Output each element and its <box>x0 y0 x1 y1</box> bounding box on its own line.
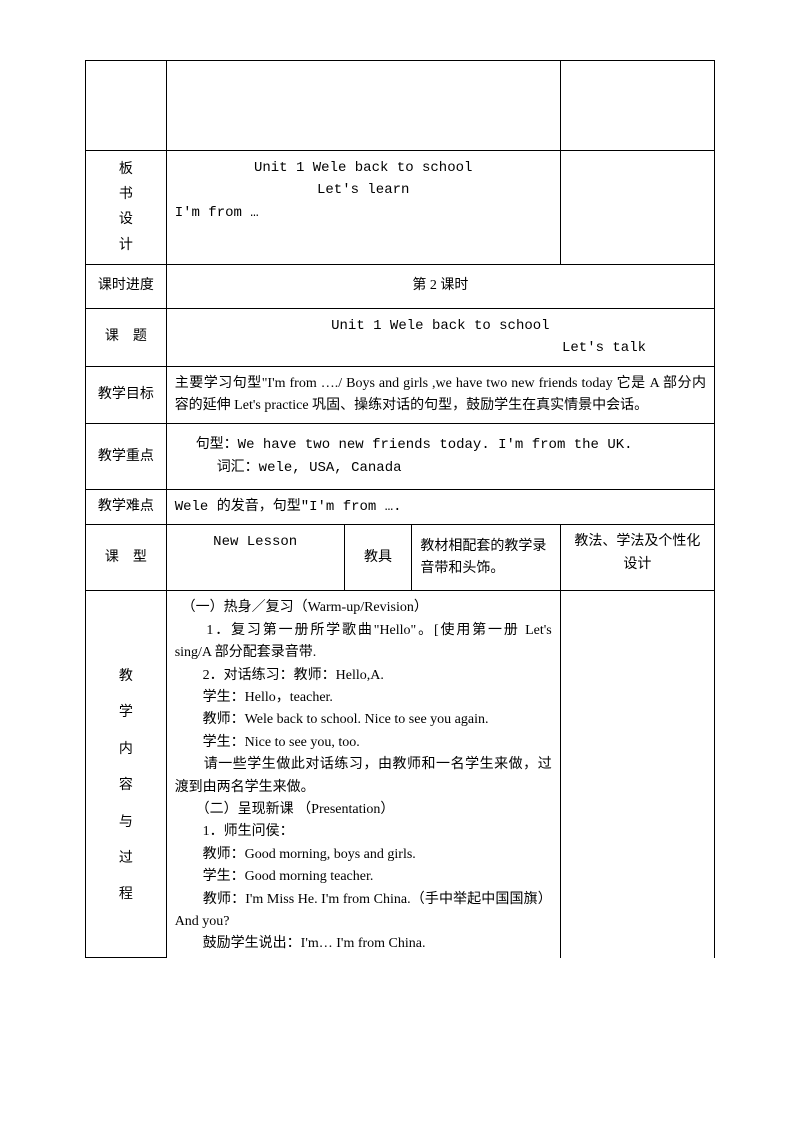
aids-value: 教材相配套的教学录音带和头饰。 <box>412 525 560 591</box>
objective-text: 主要学习句型"I'm from …./ Boys and girls ,we h… <box>166 366 714 424</box>
topic-row: 课 题 Unit 1 Wele back to school Let's tal… <box>86 308 715 366</box>
process-content: （一）热身／复习（Warm-up/Revision） 1．复习第一册所学歌曲"H… <box>166 591 560 958</box>
topic-unit: Unit 1 Wele back to school <box>175 315 706 337</box>
difficulty-text: Wele 的发音，句型"I'm from …. <box>166 490 714 525</box>
proc-line: 学生：Hello，teacher. <box>175 687 552 709</box>
keypoint-row: 教学重点 句型：We have two new friends today. I… <box>86 424 715 490</box>
proc-line: 教师：I'm Miss He. I'm from China.（手中举起中国国旗… <box>175 889 552 934</box>
process-label: 教 学 内 容 与 过 程 <box>86 591 167 958</box>
aids-label: 教具 <box>344 525 412 591</box>
proc-line: 1．复习第一册所学歌曲"Hello"。[使用第一册 Let's sing/A 部… <box>175 620 552 665</box>
proc-line: 2．对话练习：教师：Hello,A. <box>175 665 552 687</box>
keypoint-content: 句型：We have two new friends today. I'm fr… <box>166 424 714 490</box>
proc-line: 请一些学生做此对话练习，由教师和一名学生来做，过渡到由两名学生来做。 <box>175 754 552 799</box>
lesson-type-value: New Lesson <box>166 525 344 591</box>
proc-line: 教师：Wele back to school. Nice to see you … <box>175 709 552 731</box>
empty-row <box>86 61 715 151</box>
difficulty-label: 教学难点 <box>86 490 167 525</box>
empty-side <box>560 61 714 151</box>
keypoint-label: 教学重点 <box>86 424 167 490</box>
board-design-side <box>560 151 714 265</box>
empty-label <box>86 61 167 151</box>
progress-row: 课时进度 第 2 课时 <box>86 264 715 308</box>
lesson-plan-table: 板 书 设 计 Unit 1 Wele back to school Let's… <box>85 60 715 958</box>
proc-line: （二）呈现新课 （Presentation） <box>175 799 552 821</box>
process-row: 教 学 内 容 与 过 程 （一）热身／复习（Warm-up/Revision）… <box>86 591 715 958</box>
proc-line: （一）热身／复习（Warm-up/Revision） <box>175 597 552 619</box>
board-title1: Unit 1 Wele back to school <box>175 157 552 179</box>
board-design-row: 板 书 设 计 Unit 1 Wele back to school Let's… <box>86 151 715 265</box>
proc-line: 学生：Good morning teacher. <box>175 866 552 888</box>
board-design-label: 板 书 设 计 <box>86 151 167 265</box>
keypoint-line2: 词汇：wele, USA, Canada <box>175 457 706 479</box>
objective-row: 教学目标 主要学习句型"I'm from …./ Boys and girls … <box>86 366 715 424</box>
proc-line: 学生：Nice to see you, too. <box>175 732 552 754</box>
process-side <box>560 591 714 958</box>
progress-value: 第 2 课时 <box>166 264 714 308</box>
empty-content <box>166 61 560 151</box>
lesson-type-row: 课 型 New Lesson 教具 教材相配套的教学录音带和头饰。 教法、学法及… <box>86 525 715 591</box>
proc-line: 1．师生问侯： <box>175 821 552 843</box>
board-title2: Let's learn <box>175 179 552 201</box>
board-line3: I'm from … <box>175 202 552 224</box>
topic-sub: Let's talk <box>175 337 706 359</box>
methods-label: 教法、学法及个性化设计 <box>560 525 714 591</box>
keypoint-line1: 句型：We have two new friends today. I'm fr… <box>175 434 706 456</box>
difficulty-row: 教学难点 Wele 的发音，句型"I'm from …. <box>86 490 715 525</box>
proc-line: 鼓励学生说出：I'm… I'm from China. <box>175 933 552 955</box>
topic-label: 课 题 <box>86 308 167 366</box>
progress-label: 课时进度 <box>86 264 167 308</box>
proc-line: 教师：Good morning, boys and girls. <box>175 844 552 866</box>
lesson-type-label: 课 型 <box>86 525 167 591</box>
board-design-content: Unit 1 Wele back to school Let's learn I… <box>166 151 560 265</box>
topic-content: Unit 1 Wele back to school Let's talk <box>166 308 714 366</box>
objective-label: 教学目标 <box>86 366 167 424</box>
